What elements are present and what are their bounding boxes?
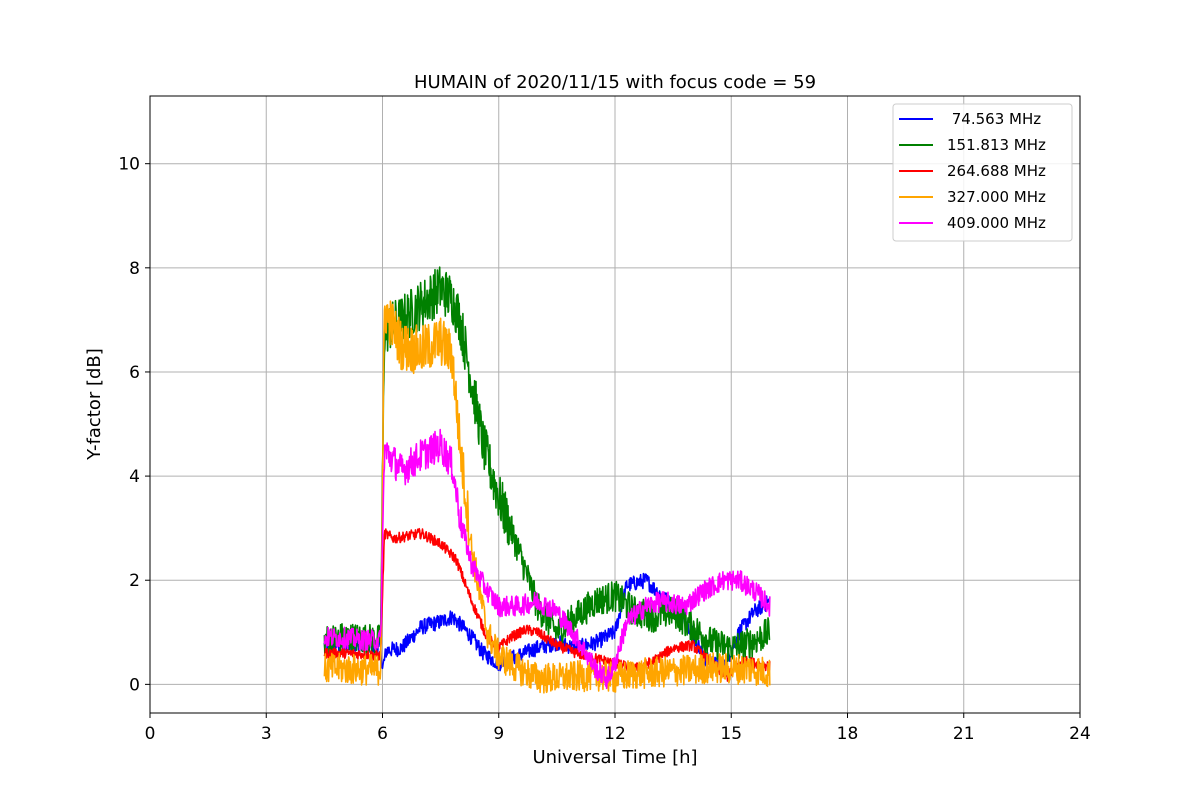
legend-label: 327.000 MHz xyxy=(947,188,1046,206)
legend-label: 74.563 MHz xyxy=(947,110,1041,128)
y-tick-label: 2 xyxy=(129,571,140,591)
x-axis-label: Universal Time [h] xyxy=(532,747,697,768)
y-tick-label: 10 xyxy=(118,155,140,175)
y-tick-label: 4 xyxy=(129,467,140,487)
legend-label: 409.000 MHz xyxy=(947,214,1046,232)
x-tick-label: 21 xyxy=(953,724,975,744)
x-tick-label: 9 xyxy=(493,724,504,744)
legend: 74.563 MHz 151.813 MHz 264.688 MHz 327.000 … xyxy=(892,103,1073,242)
x-tick-label: 6 xyxy=(377,724,388,744)
legend-label: 264.688 MHz xyxy=(947,162,1046,180)
x-tick-label: 12 xyxy=(604,724,626,744)
x-axis: 0 3 6 9 12 15 18 21 24 xyxy=(145,713,1091,744)
y-tick-label: 6 xyxy=(129,363,140,383)
y-axis-label: Y-factor [dB] xyxy=(84,348,105,461)
x-tick-label: 15 xyxy=(720,724,742,744)
x-tick-label: 0 xyxy=(145,724,156,744)
y-tick-label: 0 xyxy=(129,675,140,695)
x-tick-label: 24 xyxy=(1069,724,1091,744)
plot-area xyxy=(323,266,771,694)
legend-box xyxy=(892,103,1073,242)
series-line-2 xyxy=(323,266,771,662)
chart-title: HUMAIN of 2020/11/15 with focus code = 5… xyxy=(414,72,816,93)
legend-label: 151.813 MHz xyxy=(947,136,1046,154)
grid xyxy=(149,96,1081,713)
series-line-5 xyxy=(323,428,771,690)
y-axis: 0 2 4 6 8 10 xyxy=(118,155,150,695)
y-tick-label: 8 xyxy=(129,259,140,279)
series-line-3 xyxy=(323,527,771,682)
x-tick-label: 3 xyxy=(261,724,272,744)
series-line-4 xyxy=(323,300,771,694)
x-tick-label: 18 xyxy=(837,724,859,744)
